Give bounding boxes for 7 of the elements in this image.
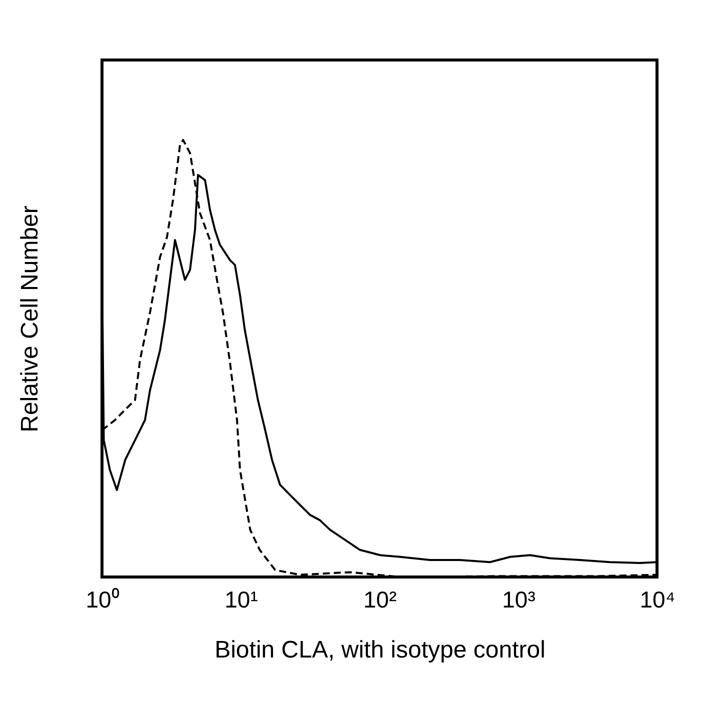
x-tick-label: 10⁴ xyxy=(640,586,676,612)
y-axis-title: Relative Cell Number xyxy=(16,206,44,432)
x-tick-label: 10³ xyxy=(502,586,536,612)
x-tick-label: 10¹ xyxy=(224,586,258,612)
x-tick-label: 10² xyxy=(363,586,397,612)
x-tick-label: 10⁰ xyxy=(86,586,120,612)
x-axis-title: Biotin CLA, with isotype control xyxy=(214,636,546,664)
